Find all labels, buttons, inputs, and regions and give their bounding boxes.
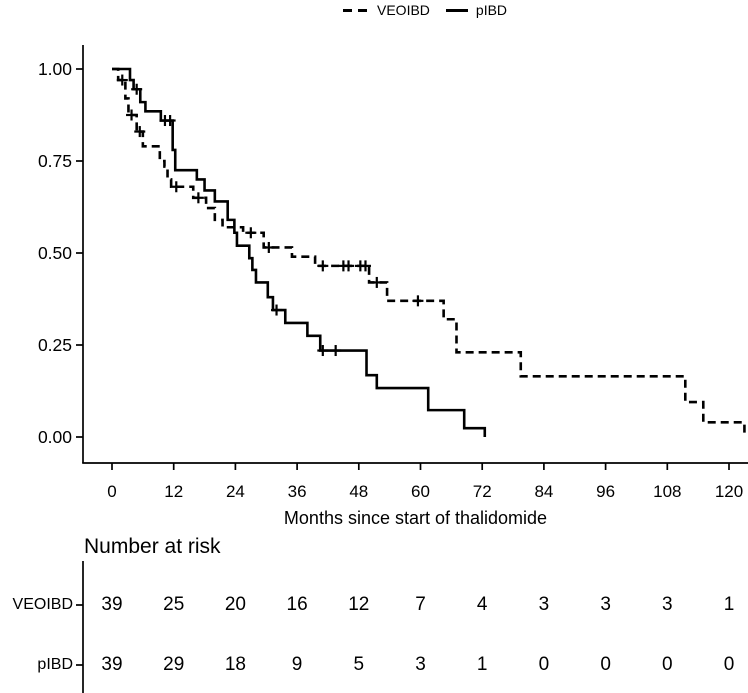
risk-count: 4	[477, 594, 488, 615]
risk-count: 29	[163, 654, 184, 675]
risk-row-label-veoibd: VEOIBD	[12, 596, 73, 613]
km-curve-pibd	[112, 67, 487, 437]
x-tick-label: 60	[411, 482, 430, 501]
risk-count: 3	[662, 594, 673, 615]
y-tick-label: 0.75	[38, 151, 72, 171]
x-tick-label: 120	[715, 482, 743, 501]
x-axis-title: Months since start of thalidomide	[283, 508, 548, 528]
risk-count: 3	[415, 654, 426, 675]
legend-item-veoibd: VEOIBD	[343, 3, 430, 18]
x-tick-label: 108	[653, 482, 681, 501]
x-tick-label: 84	[534, 482, 553, 501]
risk-count: 1	[477, 654, 488, 675]
risk-count: 25	[163, 594, 184, 615]
x-tick-label: 12	[164, 482, 183, 501]
risk-count: 0	[724, 654, 735, 675]
legend: VEOIBD pIBD	[343, 3, 507, 18]
legend-label-pibd: pIBD	[475, 2, 508, 18]
risk-count: 18	[225, 654, 246, 675]
risk-count: 16	[287, 594, 308, 615]
risk-count: 3	[539, 594, 550, 615]
risk-count: 39	[101, 654, 122, 675]
risk-row-label-pibd: pIBD	[37, 656, 73, 673]
y-tick-label: 1.00	[38, 59, 72, 79]
x-tick-label: 48	[349, 482, 368, 501]
risk-count: 20	[225, 594, 246, 615]
y-tick-label: 0.00	[38, 427, 72, 447]
y-tick-label: 0.50	[38, 243, 72, 263]
x-tick-label: 36	[288, 482, 307, 501]
risk-count: 9	[292, 654, 303, 675]
x-tick-label: 24	[226, 482, 245, 501]
x-tick-label: 72	[473, 482, 492, 501]
legend-item-pibd: pIBD	[445, 2, 508, 18]
risk-count: 0	[662, 654, 673, 675]
risk-count: 7	[415, 594, 426, 615]
risk-count: 0	[539, 654, 550, 675]
y-tick-label: 0.25	[38, 335, 72, 355]
x-tick-label: 96	[596, 482, 615, 501]
legend-label-veoibd: VEOIBD	[377, 2, 430, 18]
risk-count: 3	[600, 594, 611, 615]
km-curve-veoibd	[112, 67, 746, 437]
risk-count: 0	[600, 654, 611, 675]
risk-count: 39	[101, 594, 122, 615]
solid-line-sample-icon	[445, 9, 468, 12]
x-tick-label: 0	[107, 482, 116, 501]
dashed-line-sample-icon	[343, 9, 369, 12]
risk-table-title: Number at risk	[84, 535, 221, 558]
risk-count: 12	[348, 594, 369, 615]
risk-count: 1	[724, 594, 735, 615]
risk-count: 5	[354, 654, 365, 675]
